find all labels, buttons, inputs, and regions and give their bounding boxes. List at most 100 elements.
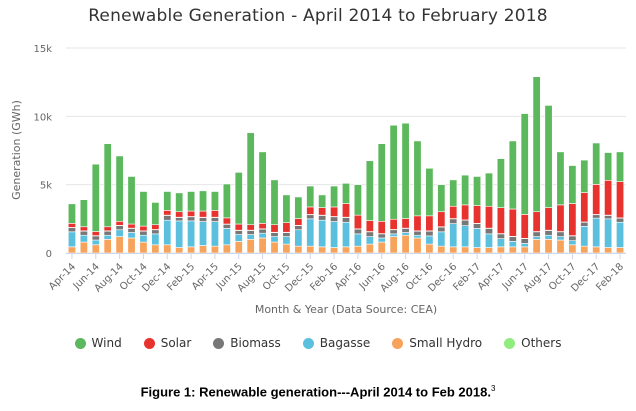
bar-segment-wind[interactable]: Jan-16 Wind: 930 [318, 194, 327, 208]
bar-segment-bagasse[interactable]: Feb-16 Bagasse: 1900 [330, 221, 339, 248]
bar-segment-wind[interactable]: May-15 Wind: 2480 [222, 183, 231, 219]
bar-segment-small-hydro[interactable]: Jan-18 Small Hydro: 400 [604, 247, 613, 254]
bar-segment-solar[interactable]: Apr-16 Solar: 1000 [353, 214, 362, 230]
bar-segment-biomass[interactable]: Aug-15 Biomass: 300 [258, 228, 267, 234]
bar-segment-biomass[interactable]: Feb-15 Biomass: 300 [187, 216, 196, 222]
bar-segment-biomass[interactable]: Jul-17 Biomass: 350 [532, 231, 541, 237]
bar-segment-solar[interactable]: Sep-15 Solar: 550 [270, 224, 279, 233]
bar-segment-small-hydro[interactable]: Jun-14 Small Hydro: 600 [91, 244, 100, 254]
bar-segment-wind[interactable]: Dec-17 Wind: 3030 [592, 142, 601, 185]
bar-segment-solar[interactable]: Oct-14 Solar: 350 [139, 225, 148, 232]
bar-segment-biomass[interactable]: Jun-16 Biomass: 300 [377, 233, 386, 239]
bar-segment-solar[interactable]: Dec-17 Solar: 2200 [592, 184, 601, 215]
bar-segment-small-hydro[interactable]: Mar-15 Small Hydro: 550 [199, 245, 208, 254]
bar-segment-wind[interactable]: Jun-16 Wind: 5680 [377, 143, 386, 222]
bar-segment-bagasse[interactable]: Dec-14 Bagasse: 1800 [163, 219, 172, 246]
bar-segment-wind[interactable]: Jan-15 Wind: 1380 [175, 192, 184, 213]
bar-segment-bagasse[interactable]: Nov-17 Bagasse: 1450 [580, 226, 589, 247]
bar-segment-small-hydro[interactable]: Jan-16 Small Hydro: 450 [318, 246, 327, 254]
bar-segment-wind[interactable]: Apr-16 Wind: 2230 [353, 184, 362, 216]
bar-segment-small-hydro[interactable]: Sep-15 Small Hydro: 800 [270, 241, 279, 254]
bar-segment-small-hydro[interactable]: Mar-16 Small Hydro: 450 [342, 246, 350, 254]
bar-segment-small-hydro[interactable]: Jul-17 Small Hydro: 1000 [532, 239, 541, 254]
bar-segment-wind[interactable]: Nov-15 Wind: 1580 [294, 196, 303, 219]
bar-segment-wind[interactable]: Nov-16 Wind: 1980 [437, 184, 446, 213]
bar-segment-wind[interactable]: Apr-17 Wind: 3580 [496, 158, 505, 208]
bar-segment-biomass[interactable]: Apr-17 Biomass: 350 [496, 233, 505, 239]
bar-segment-wind[interactable]: Jun-15 Wind: 3780 [234, 172, 243, 225]
bar-segment-biomass[interactable]: Jul-15 Biomass: 300 [246, 230, 255, 235]
bar-segment-solar[interactable]: Oct-17 Solar: 2350 [568, 203, 577, 236]
bar-segment-bagasse[interactable]: Feb-15 Bagasse: 1900 [187, 220, 196, 248]
bar-segment-biomass[interactable]: Nov-15 Biomass: 300 [294, 225, 303, 231]
bar-segment-wind[interactable]: Jan-18 Wind: 2030 [604, 152, 613, 181]
bar-segment-bagasse[interactable]: Jan-16 Bagasse: 1950 [318, 219, 327, 248]
bar-segment-bagasse[interactable]: Dec-15 Bagasse: 2000 [306, 218, 315, 247]
bar-segment-solar[interactable]: Sep-14 Solar: 300 [127, 223, 136, 229]
bar-segment-bagasse[interactable]: Jun-14 Bagasse: 350 [91, 239, 100, 246]
bar-segment-small-hydro[interactable]: Nov-14 Small Hydro: 600 [151, 244, 160, 254]
bar-segment-solar[interactable]: Nov-16 Solar: 1100 [437, 211, 446, 228]
bar-segment-solar[interactable]: May-14 Solar: 300 [79, 226, 88, 232]
bar-segment-small-hydro[interactable]: Apr-16 Small Hydro: 500 [353, 245, 362, 254]
bar-segment-bagasse[interactable]: Feb-17 Bagasse: 1400 [473, 228, 482, 248]
bar-segment-small-hydro[interactable]: Jul-14 Small Hydro: 1000 [103, 239, 112, 254]
bar-segment-biomass[interactable]: Sep-15 Biomass: 300 [270, 232, 279, 237]
legend-item-biomass[interactable]: Biomass [213, 336, 281, 350]
bar-segment-small-hydro[interactable]: Nov-16 Small Hydro: 500 [437, 245, 446, 254]
bar-segment-biomass[interactable]: Oct-16 Biomass: 350 [425, 230, 434, 237]
bar-segment-small-hydro[interactable]: Sep-14 Small Hydro: 1100 [127, 237, 136, 254]
bar-segment-small-hydro[interactable]: Oct-14 Small Hydro: 800 [139, 241, 148, 254]
bar-segment-bagasse[interactable]: Aug-16 Bagasse: 200 [401, 232, 410, 236]
legend-item-wind[interactable]: Wind [74, 336, 122, 350]
bar-segment-wind[interactable]: Sep-16 Wind: 5480 [413, 140, 422, 217]
bar-segment-small-hydro[interactable]: Dec-16 Small Hydro: 450 [449, 246, 458, 254]
bar-segment-small-hydro[interactable]: Feb-18 Small Hydro: 400 [616, 247, 625, 254]
bar-segment-bagasse[interactable]: May-16 Bagasse: 550 [365, 236, 374, 245]
bar-segment-solar[interactable]: Oct-16 Solar: 1100 [425, 215, 434, 232]
bar-segment-small-hydro[interactable]: Nov-17 Small Hydro: 500 [580, 245, 589, 254]
bar-segment-bagasse[interactable]: Nov-15 Bagasse: 1200 [294, 229, 303, 247]
bar-segment-wind[interactable]: Jun-14 Wind: 4930 [91, 163, 100, 232]
bar-segment-wind[interactable]: Sep-15 Wind: 3280 [270, 179, 279, 226]
bar-segment-bagasse[interactable]: Jun-16 Bagasse: 300 [377, 237, 386, 243]
bar-segment-solar[interactable]: Jul-15 Solar: 400 [246, 224, 255, 231]
bar-segment-biomass[interactable]: May-15 Biomass: 300 [222, 224, 231, 229]
bar-segment-wind[interactable]: Nov-14 Wind: 1630 [151, 202, 160, 226]
bar-segment-bagasse[interactable]: Feb-18 Bagasse: 1850 [616, 221, 625, 248]
bar-segment-bagasse[interactable]: Jan-15 Bagasse: 1950 [175, 220, 184, 248]
bar-segment-solar[interactable]: Jul-17 Solar: 1450 [532, 211, 541, 232]
bar-segment-bagasse[interactable]: Jul-14 Bagasse: 300 [103, 234, 112, 240]
bar-segment-small-hydro[interactable]: May-14 Small Hydro: 800 [79, 241, 88, 254]
bar-segment-wind[interactable]: Mar-16 Wind: 1480 [342, 183, 350, 204]
bar-segment-solar[interactable]: Nov-17 Solar: 2150 [580, 192, 589, 223]
bar-segment-small-hydro[interactable]: Feb-15 Small Hydro: 450 [187, 246, 196, 254]
bar-segment-wind[interactable]: Aug-16 Wind: 6980 [401, 122, 410, 219]
bar-segment-solar[interactable]: Feb-18 Solar: 2650 [616, 181, 625, 219]
bar-segment-small-hydro[interactable]: Dec-17 Small Hydro: 450 [592, 246, 601, 254]
bar-segment-solar[interactable]: Nov-14 Solar: 350 [151, 224, 160, 230]
bar-segment-small-hydro[interactable]: Feb-17 Small Hydro: 400 [473, 247, 482, 254]
bar-segment-solar[interactable]: Apr-14 Solar: 300 [67, 223, 76, 228]
bar-segment-small-hydro[interactable]: Dec-15 Small Hydro: 500 [306, 245, 315, 254]
bar-segment-biomass[interactable]: Jan-17 Biomass: 400 [461, 219, 470, 226]
bar-segment-small-hydro[interactable]: Aug-16 Small Hydro: 1300 [401, 234, 410, 254]
bar-segment-small-hydro[interactable]: Apr-15 Small Hydro: 500 [210, 245, 219, 254]
bar-segment-wind[interactable]: Sep-17 Wind: 3880 [556, 151, 565, 206]
bar-segment-solar[interactable]: Jul-14 Solar: 300 [103, 226, 112, 232]
bar-segment-solar[interactable]: May-16 Solar: 800 [365, 220, 374, 232]
bar-segment-biomass[interactable]: Sep-17 Biomass: 350 [556, 231, 565, 237]
bar-segment-bagasse[interactable]: Mar-17 Bagasse: 1000 [484, 233, 493, 248]
bar-segment-wind[interactable]: Feb-16 Wind: 1530 [330, 185, 339, 208]
bar-segment-biomass[interactable]: Jun-14 Biomass: 300 [91, 235, 100, 241]
bar-segment-bagasse[interactable]: Jul-16 Bagasse: 200 [389, 233, 398, 237]
bar-segment-solar[interactable]: Jun-16 Solar: 900 [377, 220, 386, 234]
bar-segment-bagasse[interactable]: Aug-17 Bagasse: 300 [544, 234, 553, 240]
bar-segment-solar[interactable]: Dec-14 Solar: 350 [163, 210, 172, 216]
bar-segment-bagasse[interactable]: Jan-18 Bagasse: 2100 [604, 218, 613, 248]
bar-segment-solar[interactable]: Apr-15 Solar: 500 [210, 210, 219, 218]
bar-segment-solar[interactable]: Apr-17 Solar: 1900 [496, 207, 505, 234]
bar-segment-solar[interactable]: Aug-15 Solar: 400 [258, 223, 267, 230]
bar-segment-bagasse[interactable]: Sep-16 Bagasse: 200 [413, 234, 422, 239]
bar-segment-wind[interactable]: May-16 Wind: 4380 [365, 160, 374, 221]
